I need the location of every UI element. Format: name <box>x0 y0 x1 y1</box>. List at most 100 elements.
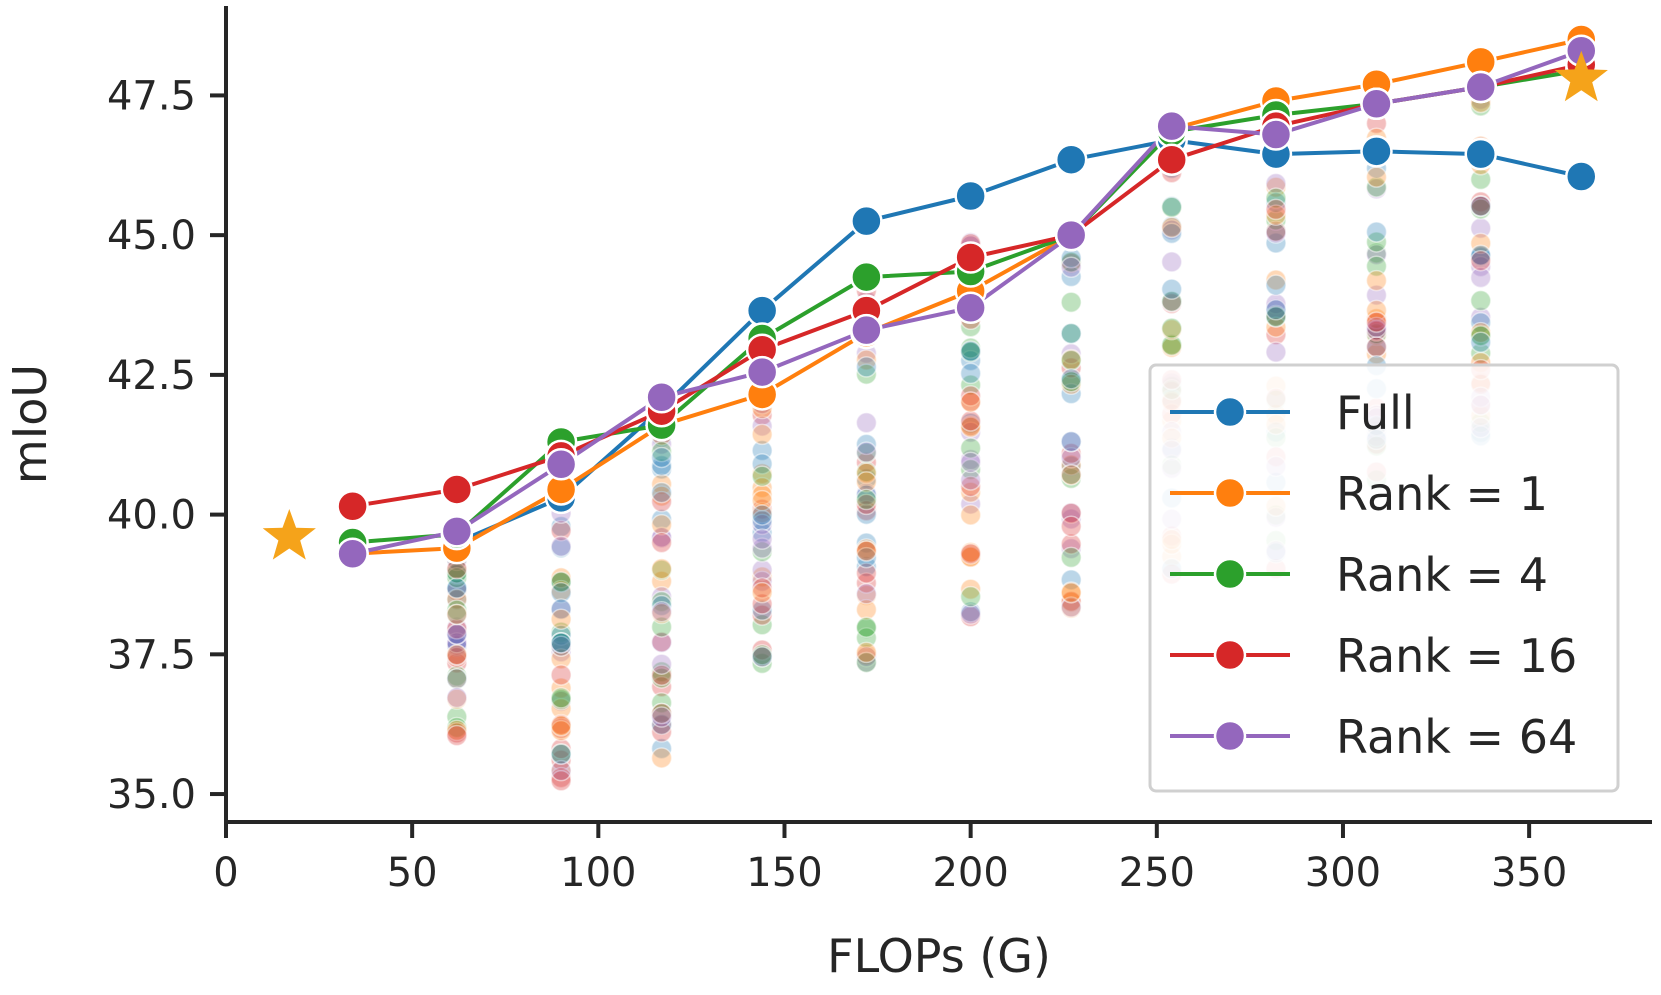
cloud-point <box>650 594 673 617</box>
legend-label-full: Full <box>1336 386 1415 440</box>
cloud-point <box>1265 187 1287 209</box>
x-tick-label: 50 <box>387 850 438 896</box>
cloud-point <box>1265 198 1287 221</box>
cloud-point <box>1060 349 1082 372</box>
cloud-point <box>959 469 982 491</box>
cloud-point <box>751 570 773 593</box>
y-tick-label: 37.5 <box>107 632 196 678</box>
cloud-point <box>751 639 773 661</box>
cloud-point <box>959 385 982 407</box>
cloud-point <box>1469 244 1492 267</box>
cloud-point <box>751 646 773 668</box>
cloud-point <box>751 415 773 437</box>
point-full <box>1054 143 1088 176</box>
cloud-point <box>1265 274 1287 296</box>
cloud-point <box>650 557 673 580</box>
cloud-point <box>1265 305 1287 328</box>
point-rank-64 <box>336 537 369 570</box>
cloud-point <box>1265 299 1287 321</box>
cloud-point <box>650 531 673 554</box>
cloud-point <box>1365 221 1388 243</box>
cloud-point <box>650 490 673 513</box>
cloud-point <box>959 493 982 515</box>
cloud-point <box>959 374 982 396</box>
cloud-point <box>550 664 572 686</box>
cloud-point <box>1265 204 1287 226</box>
x-tick-label: 250 <box>1119 850 1195 896</box>
cloud-point <box>650 713 673 736</box>
cloud-point <box>751 423 773 446</box>
cloud-point <box>855 598 878 621</box>
cloud-point <box>1365 243 1388 266</box>
cloud-point <box>1160 196 1183 219</box>
cloud-point <box>855 555 878 578</box>
point-full <box>1565 160 1598 193</box>
cloud-point <box>1265 269 1287 291</box>
legend-marker-rank-1 <box>1213 476 1247 510</box>
point-full <box>1360 135 1393 168</box>
cloud-point <box>751 453 773 475</box>
cloud-point <box>855 546 878 569</box>
cloud-point <box>1060 291 1082 313</box>
legend: Full Rank = 1 Rank = 4 Rank = 16 Rank = 64 <box>1148 363 1620 793</box>
cloud-point <box>446 643 468 666</box>
point-rank-64 <box>645 380 678 414</box>
cloud-point <box>1060 322 1082 345</box>
cloud-point <box>751 504 773 526</box>
legend-label-rank-4: Rank = 4 <box>1336 548 1548 602</box>
cloud-point <box>1469 289 1492 312</box>
cloud-point <box>1060 464 1082 486</box>
legend-label-rank-64: Rank = 64 <box>1336 710 1577 764</box>
cloud-point <box>751 537 773 559</box>
cloud-point <box>855 433 878 456</box>
cloud-point <box>550 648 572 670</box>
cloud-point <box>751 577 773 599</box>
cloud-point <box>446 623 468 646</box>
cloud-point <box>959 410 982 432</box>
cloud-point <box>751 604 773 626</box>
cloud-point <box>1265 323 1287 346</box>
cloud-point <box>550 759 572 782</box>
cloud-point <box>1160 216 1183 239</box>
x-tick-label: 350 <box>1491 850 1567 896</box>
cloud-point <box>650 747 673 769</box>
cloud-point <box>446 577 468 599</box>
cloud-point <box>1469 195 1492 217</box>
cloud-point <box>650 600 673 623</box>
point-rank-64 <box>440 515 474 548</box>
point-rank-16 <box>440 473 474 506</box>
cloud-point <box>1060 446 1082 469</box>
cloud-point <box>446 668 468 690</box>
cloud-point <box>751 465 773 488</box>
cloud-point <box>1160 222 1183 245</box>
cloud-point <box>1365 316 1388 339</box>
point-rank-64 <box>1259 118 1293 151</box>
point-rank-64 <box>745 355 779 389</box>
x-tick-label: 100 <box>560 850 636 896</box>
cloud-point <box>1469 266 1492 289</box>
legend-marker-rank-64 <box>1213 719 1247 753</box>
cloud-point <box>1469 232 1492 255</box>
cloud-point <box>1365 166 1388 188</box>
cloud-point <box>855 616 878 638</box>
point-rank-16 <box>1155 143 1188 176</box>
cloud-point <box>855 363 878 385</box>
cloud-point <box>650 526 673 548</box>
cloud-point <box>751 528 773 550</box>
cloud-point <box>650 473 673 495</box>
cloud-point <box>550 608 572 630</box>
cloud-point <box>855 356 878 378</box>
x-tick-label: 200 <box>932 850 1008 896</box>
point-full <box>1464 137 1497 171</box>
point-full <box>745 294 779 327</box>
cloud-point <box>550 519 572 542</box>
point-rank-16 <box>954 241 987 274</box>
cloud-point <box>550 719 572 742</box>
cloud-point <box>1160 251 1183 273</box>
axes <box>224 6 1652 824</box>
cloud-point <box>959 340 982 362</box>
point-rank-16 <box>336 489 369 523</box>
cloud-point <box>446 686 468 709</box>
cloud-point <box>650 631 673 654</box>
